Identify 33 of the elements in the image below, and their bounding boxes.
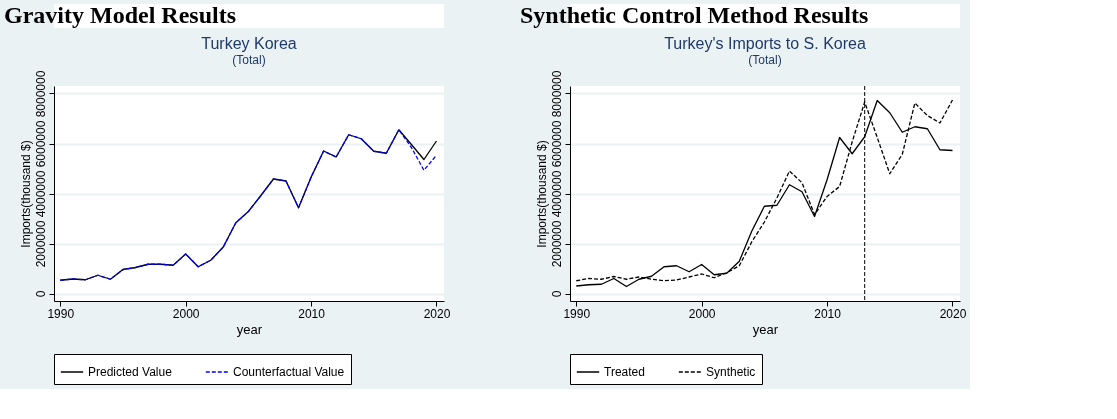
x-tick-label: 2010	[814, 306, 842, 321]
y-axis-title: Imports(thousand $)	[18, 140, 33, 248]
y-tick-label: 8000000	[33, 70, 48, 118]
y-tick-label: 4000000	[549, 170, 564, 218]
y-axis-title: Imports(thousand $)	[534, 140, 549, 248]
text: Synthetic Control Method Results	[520, 2, 869, 28]
chart-subtitle: (Total)	[748, 53, 782, 68]
x-tick-label: 2020	[939, 306, 967, 321]
x-tick-label: 2020	[423, 306, 451, 321]
x-tick-label: 2000	[172, 306, 200, 321]
x-axis-title: year	[236, 321, 263, 337]
y-tick-label: 6000000	[549, 120, 564, 168]
legend-label: Synthetic	[706, 365, 756, 379]
y-tick-label: 0	[549, 290, 564, 298]
legend-label: Treated	[604, 365, 645, 379]
legend-label: Predicted Value	[88, 365, 173, 379]
x-tick-label: 2010	[298, 306, 326, 321]
chart-title: Turkey's Imports to S. Korea	[664, 35, 866, 53]
y-tick-label: 2000000	[549, 220, 564, 268]
y-tick-label: 0	[33, 290, 48, 298]
legend-label: Counterfactual Value	[233, 365, 345, 379]
y-tick-label: 8000000	[549, 70, 564, 118]
x-axis-title: year	[752, 321, 779, 337]
chart-title: Turkey Korea	[201, 35, 297, 53]
x-tick-label: 2000	[688, 306, 716, 321]
y-tick-label: 6000000	[33, 120, 48, 168]
x-tick-label: 1990	[47, 306, 75, 321]
y-tick-label: 4000000	[33, 170, 48, 218]
chart-subtitle: (Total)	[232, 53, 266, 68]
y-tick-label: 2000000	[33, 220, 48, 268]
text: Gravity Model Results	[4, 2, 236, 28]
x-tick-label: 1990	[563, 306, 591, 321]
line-series	[59, 129, 438, 281]
